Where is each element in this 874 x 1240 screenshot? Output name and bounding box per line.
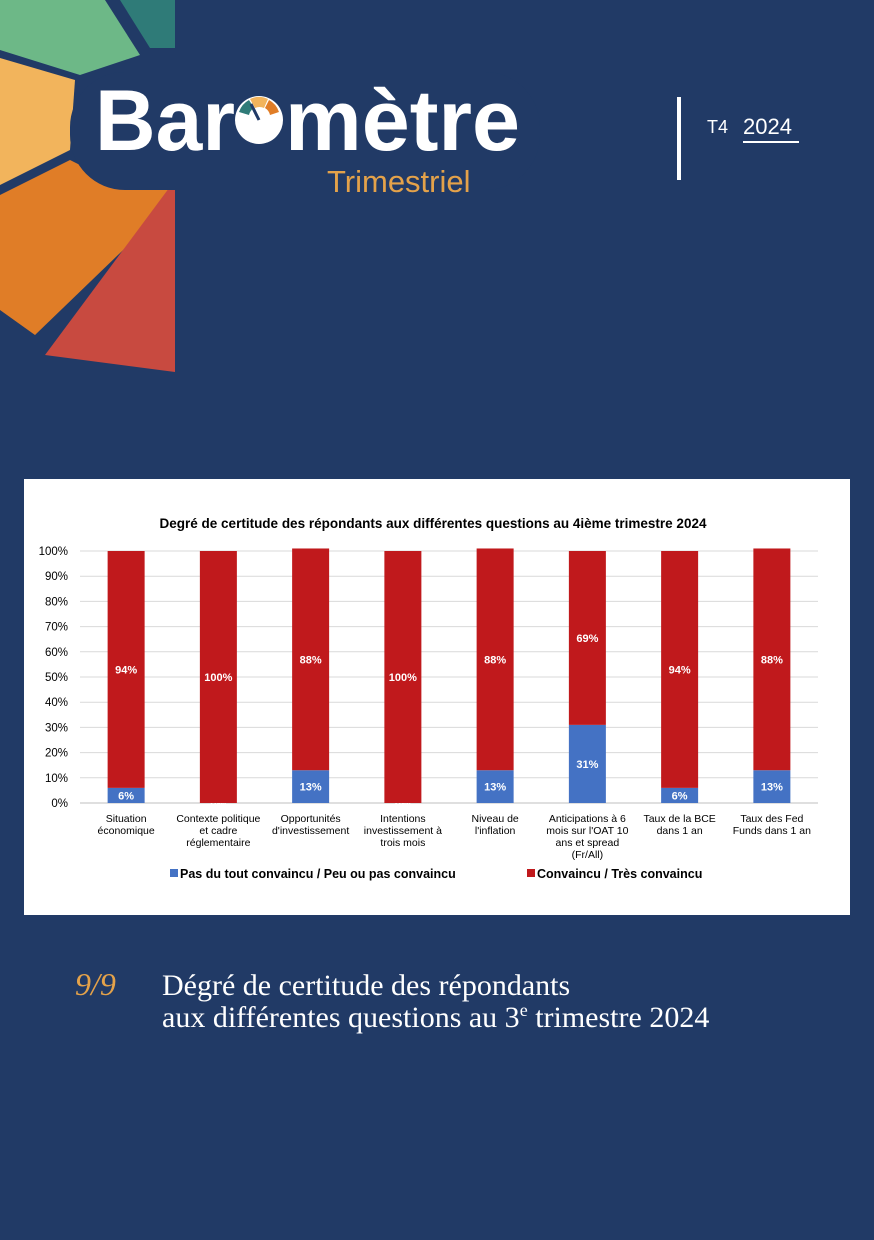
bar-segment bbox=[107, 787, 145, 803]
x-tick-label: Taux de la BCE dans 1 an bbox=[643, 813, 716, 837]
bar-segment bbox=[661, 551, 699, 788]
y-tick-label: 20% bbox=[45, 748, 68, 760]
decor-wheel bbox=[0, 0, 540, 372]
bar-segment bbox=[753, 770, 791, 803]
y-tick-label: 0% bbox=[51, 798, 68, 810]
value-label: 88% bbox=[300, 654, 322, 666]
title-start: Bar bbox=[95, 73, 235, 169]
caption-line1: Dégré de certitude des répondants bbox=[162, 969, 570, 1002]
bar-segment bbox=[292, 548, 330, 771]
legend-swatch bbox=[527, 869, 535, 877]
bar-segment bbox=[199, 551, 237, 803]
x-tick-label: Contexte politique et cadre réglementair… bbox=[176, 813, 261, 849]
value-label: 88% bbox=[761, 654, 783, 666]
chart-title: Degré de certitude des répondants aux di… bbox=[160, 516, 707, 531]
value-label: 6% bbox=[672, 790, 688, 802]
legend-label: Convaincu / Très convaincu bbox=[537, 867, 702, 881]
bar-segment bbox=[568, 724, 606, 803]
value-label: 88% bbox=[484, 654, 506, 666]
value-label: 13% bbox=[300, 782, 322, 794]
year: 2024 bbox=[743, 114, 792, 139]
chart: 0%10%20%30%40%50%60%70%80%90%100%6%94%0%… bbox=[39, 546, 818, 881]
y-tick-label: 70% bbox=[45, 622, 68, 634]
quarter: T4 bbox=[707, 117, 728, 137]
bar-segment bbox=[661, 787, 699, 803]
legend-label: Pas du tout convaincu / Peu ou pas conva… bbox=[180, 867, 456, 881]
chart-panel bbox=[24, 479, 850, 915]
value-label: 69% bbox=[576, 633, 598, 645]
caption-text: trimestre 2024 bbox=[528, 1001, 710, 1034]
caption-sup: e bbox=[520, 1000, 528, 1020]
subtitle: Trimestriel bbox=[327, 164, 471, 199]
x-tick-label: Opportunités d'investissement bbox=[271, 813, 350, 837]
y-tick-label: 50% bbox=[45, 672, 68, 684]
bar-segment bbox=[384, 551, 422, 803]
bar-segment bbox=[292, 770, 330, 803]
gauge-icon bbox=[235, 96, 283, 144]
value-label: 100% bbox=[204, 672, 232, 684]
y-tick-label: 100% bbox=[39, 546, 68, 558]
x-tick-label: Taux des Fed Funds dans 1 an bbox=[732, 813, 811, 837]
x-tick-label: Intentions investissement à trois mois bbox=[363, 813, 442, 849]
value-label: 31% bbox=[576, 759, 598, 771]
caption-text: aux différentes questions au 3 bbox=[162, 1001, 520, 1034]
value-label: 6% bbox=[118, 790, 134, 802]
caption-line2: aux différentes questions au 3e trimestr… bbox=[162, 1000, 709, 1034]
page-number: 9/9 bbox=[75, 966, 116, 1002]
title-end: mètre bbox=[285, 73, 520, 169]
value-label: 94% bbox=[115, 664, 137, 676]
bar-segment bbox=[568, 551, 606, 725]
value-label: 13% bbox=[761, 782, 783, 794]
value-label: 100% bbox=[389, 672, 417, 684]
y-tick-label: 30% bbox=[45, 722, 68, 734]
value-label: 94% bbox=[669, 664, 691, 676]
x-tick-label: Situation économique bbox=[97, 813, 155, 837]
y-tick-label: 10% bbox=[45, 773, 68, 785]
bar-segment bbox=[107, 551, 145, 788]
bar-segment bbox=[753, 548, 791, 771]
bar-segment bbox=[476, 770, 514, 803]
bar-segment bbox=[476, 548, 514, 771]
legend-swatch bbox=[170, 869, 178, 877]
y-tick-label: 60% bbox=[45, 647, 68, 659]
y-tick-label: 80% bbox=[45, 596, 68, 608]
y-tick-label: 40% bbox=[45, 697, 68, 709]
y-tick-label: 90% bbox=[45, 571, 68, 583]
x-tick-label: Niveau de l'inflation bbox=[471, 813, 519, 837]
value-label: 13% bbox=[484, 782, 506, 794]
x-tick-label: Anticipations à 6 mois sur l'OAT 10 ans … bbox=[546, 813, 629, 861]
